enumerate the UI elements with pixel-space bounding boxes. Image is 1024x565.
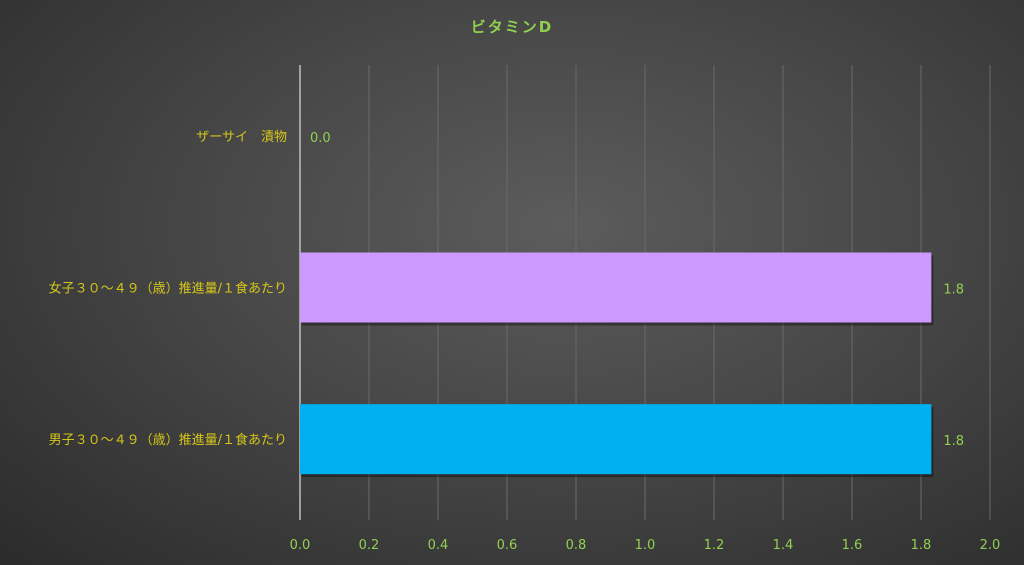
x-tick-label: 0.4 (428, 538, 449, 553)
x-tick-label: 1.8 (911, 538, 932, 553)
data-label: 1.8 (943, 434, 964, 449)
x-tick-label: 1.6 (842, 538, 863, 553)
category-label: 男子３０～４９（歳）推進量/１食あたり (49, 432, 287, 448)
category-label: ザーサイ 漬物 (196, 130, 287, 145)
category-label: 女子３０～４９（歳）推進量/１食あたり (49, 281, 287, 297)
x-tick-label: 0.8 (566, 538, 587, 553)
data-label: 0.0 (310, 131, 331, 146)
x-tick-label: 1.2 (704, 538, 725, 553)
x-tick-label: 2.0 (980, 538, 1001, 553)
x-tick-label: 0.2 (359, 538, 380, 553)
x-tick-label: 1.0 (635, 538, 656, 553)
bar (300, 252, 932, 323)
x-tick-label: 1.4 (773, 538, 794, 553)
chart-title: ビタミンD (471, 18, 553, 36)
data-label: 1.8 (943, 283, 964, 298)
x-tick-label: 0.6 (497, 538, 518, 553)
x-tick-label: 0.0 (290, 538, 311, 553)
bar (300, 404, 932, 475)
